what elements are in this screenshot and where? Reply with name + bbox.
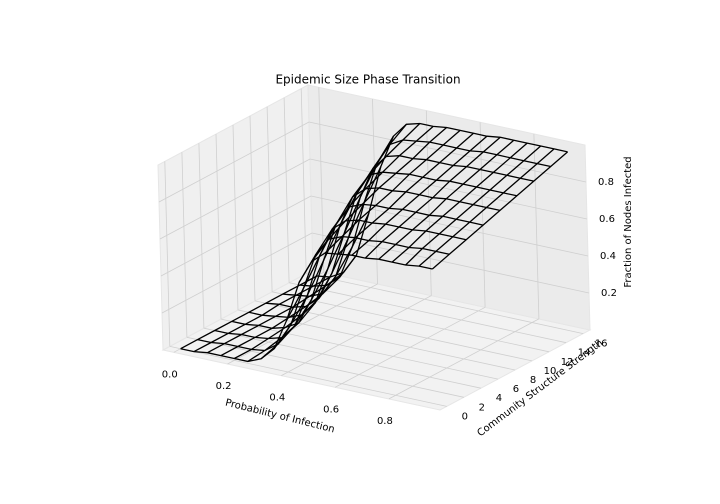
grid-line [203, 327, 481, 389]
z-tick-label: 0.2 [601, 288, 617, 299]
wire-column [247, 166, 382, 362]
wire-column [405, 145, 542, 266]
y-tick-label: 12 [561, 357, 574, 368]
wire-column [220, 254, 358, 357]
y-tick-label: 4 [496, 393, 502, 404]
wire-column [180, 275, 318, 350]
y-tick-label: 6 [513, 384, 519, 395]
grid-line [272, 291, 550, 353]
x-tick-label: 0.4 [269, 393, 285, 404]
wire-column [418, 148, 555, 267]
grid-line [289, 282, 567, 344]
wire-row [316, 122, 568, 278]
wire-column [298, 125, 434, 283]
wire-column [431, 151, 569, 270]
grid-line [309, 158, 588, 220]
z-axis-label: Fraction of Nodes Infected [623, 156, 634, 287]
wire-column [378, 139, 515, 260]
back-pane [307, 84, 591, 331]
wire-column [324, 129, 461, 254]
wire-column [193, 276, 331, 353]
wire-row [299, 139, 551, 287]
wire-column [311, 127, 448, 262]
grid-line [169, 346, 447, 407]
grid-line [479, 122, 486, 308]
grid-line [308, 121, 587, 183]
z-tick-label: 0.8 [598, 177, 614, 188]
grid-line [283, 97, 290, 283]
grid-line [160, 195, 312, 277]
x-tick-label: 0.8 [377, 416, 393, 427]
grid-line [266, 106, 273, 292]
wire-column [364, 136, 501, 259]
wire-column [337, 132, 474, 255]
wire-column [391, 142, 528, 263]
grid-line [215, 134, 222, 320]
grid-line [311, 232, 590, 294]
grid-line [220, 318, 499, 380]
grid-line [306, 273, 584, 334]
z-tick-label: 0.6 [599, 214, 615, 225]
grid-line [186, 336, 464, 398]
grid-line [232, 124, 239, 311]
z-tick-label: 0.4 [600, 251, 616, 262]
grid-line [318, 87, 325, 273]
grid-line [164, 161, 171, 347]
wire-column [260, 135, 394, 360]
x-tick-label: 0.2 [216, 381, 232, 392]
grid-line [300, 88, 307, 274]
wire-column [351, 135, 488, 256]
wire-column [273, 123, 407, 350]
grid-line [198, 143, 205, 329]
grid-line [161, 232, 313, 314]
wire-row [231, 203, 484, 329]
x-tick-label: 0.0 [162, 369, 178, 380]
grid-line [159, 158, 311, 240]
y-tick-label: 2 [479, 402, 485, 413]
grid-line [158, 121, 310, 203]
y-tick-label: 14 [578, 348, 591, 359]
y-tick-label: 16 [595, 339, 608, 350]
wire-column [286, 123, 421, 321]
wire-row [248, 187, 501, 319]
x-tick-label: 0.6 [323, 404, 339, 415]
chart-title: Epidemic Size Phase Transition [275, 73, 460, 87]
grid-line [181, 152, 188, 338]
y-tick-label: 8 [530, 375, 536, 386]
wire-column [207, 271, 344, 354]
grid-line [533, 133, 540, 319]
wire-row [214, 219, 467, 340]
y-tick-label: 10 [544, 366, 557, 377]
grid-line [249, 115, 256, 301]
y-tick-label: 0 [462, 411, 468, 422]
